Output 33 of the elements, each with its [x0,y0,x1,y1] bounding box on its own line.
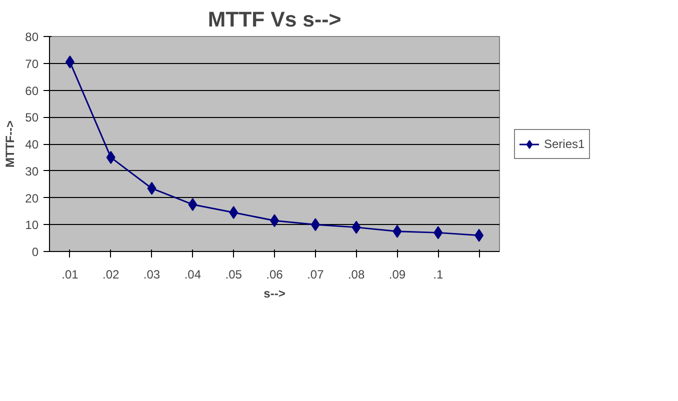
y-tick-label: 60 [25,84,39,98]
x-tick-label: .04 [184,268,202,282]
point [147,182,156,195]
y-tick-label: 50 [25,110,39,125]
point [352,220,361,234]
y-axis-title: MTTF--> [3,120,18,168]
point [188,198,198,211]
point [229,206,238,220]
y-tick-label: 80 [25,30,39,44]
y-tick-label: 0 [32,245,39,259]
x-tick-label: .1 [433,268,444,282]
point [310,218,320,232]
y-tick-label: 70 [25,56,39,71]
chart-title: MTTF Vs s--> [208,8,342,32]
x-tick-label: .08 [348,268,365,282]
y-tick-label: 20 [25,191,39,206]
x-tick-label: .01 [62,268,79,282]
y-tick-label: 10 [25,218,39,232]
y-tick-label: 30 [25,164,39,178]
legend-label: Series1 [544,136,585,150]
y-tick-label: 40 [25,138,39,152]
point [392,224,402,238]
point [106,150,116,164]
x-tick-label: .09 [388,268,406,282]
point [474,228,484,242]
point [65,56,74,69]
point [434,226,443,240]
x-tick-label: .02 [102,268,120,282]
x-tick-label: .05 [225,268,242,282]
x-axis-title: s--> [264,286,286,300]
x-tick-label: .06 [266,268,284,282]
x-tick-label: .07 [307,268,324,282]
x-tick-label: .03 [143,268,160,282]
